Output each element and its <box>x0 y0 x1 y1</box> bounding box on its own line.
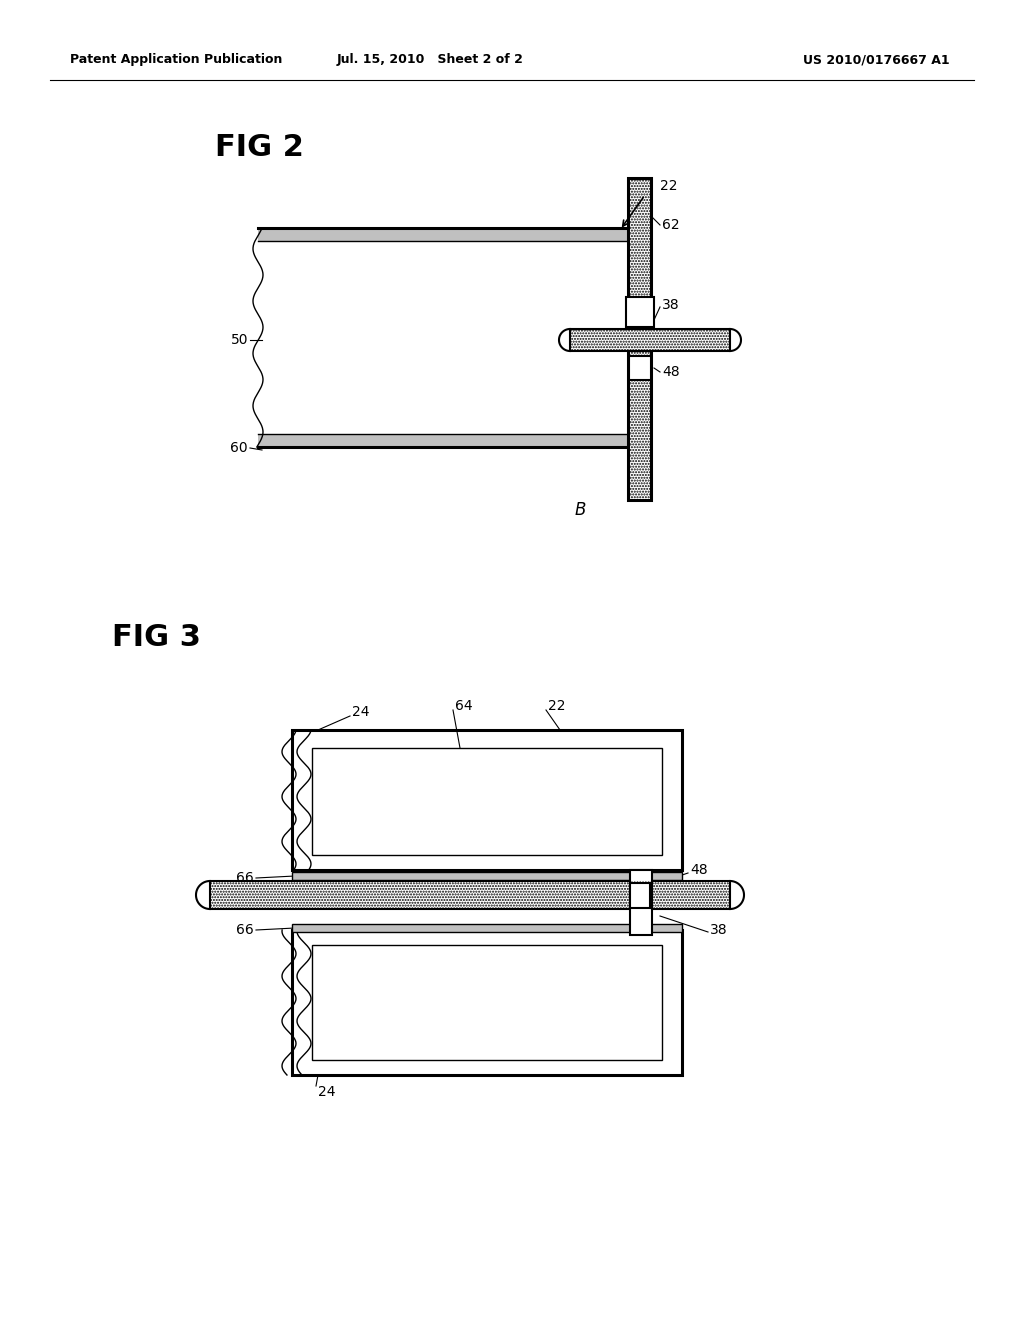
Text: 22: 22 <box>660 180 678 193</box>
Text: 62: 62 <box>662 218 680 232</box>
Bar <box>210 880 730 909</box>
Text: 48: 48 <box>662 366 680 379</box>
Bar <box>292 873 682 880</box>
Text: B: B <box>574 502 586 519</box>
Bar <box>630 883 650 908</box>
Text: 66: 66 <box>237 923 254 937</box>
Bar <box>629 356 650 380</box>
Bar <box>570 329 730 351</box>
Text: FIG 2: FIG 2 <box>215 133 304 162</box>
Text: 24: 24 <box>352 705 370 719</box>
Text: 64: 64 <box>455 700 473 713</box>
Bar <box>210 880 730 909</box>
Text: 60: 60 <box>230 441 248 455</box>
Bar <box>292 924 682 932</box>
Text: 22: 22 <box>548 700 565 713</box>
Bar <box>312 748 662 855</box>
Text: FIG 3: FIG 3 <box>112 623 201 652</box>
Bar <box>292 730 682 870</box>
Bar <box>312 945 662 1060</box>
Text: Jul. 15, 2010   Sheet 2 of 2: Jul. 15, 2010 Sheet 2 of 2 <box>337 54 523 66</box>
Text: 24: 24 <box>318 1085 336 1100</box>
Text: Patent Application Publication: Patent Application Publication <box>70 54 283 66</box>
Bar <box>628 178 651 500</box>
Text: 50: 50 <box>230 333 248 347</box>
Bar <box>630 870 652 935</box>
Text: 38: 38 <box>662 298 680 312</box>
Text: 38: 38 <box>710 923 728 937</box>
Bar <box>626 297 653 327</box>
Text: 48: 48 <box>690 863 708 876</box>
Text: 66: 66 <box>237 871 254 884</box>
Text: US 2010/0176667 A1: US 2010/0176667 A1 <box>804 54 950 66</box>
Bar <box>628 178 651 500</box>
Bar <box>570 329 730 351</box>
Bar <box>292 931 682 1074</box>
